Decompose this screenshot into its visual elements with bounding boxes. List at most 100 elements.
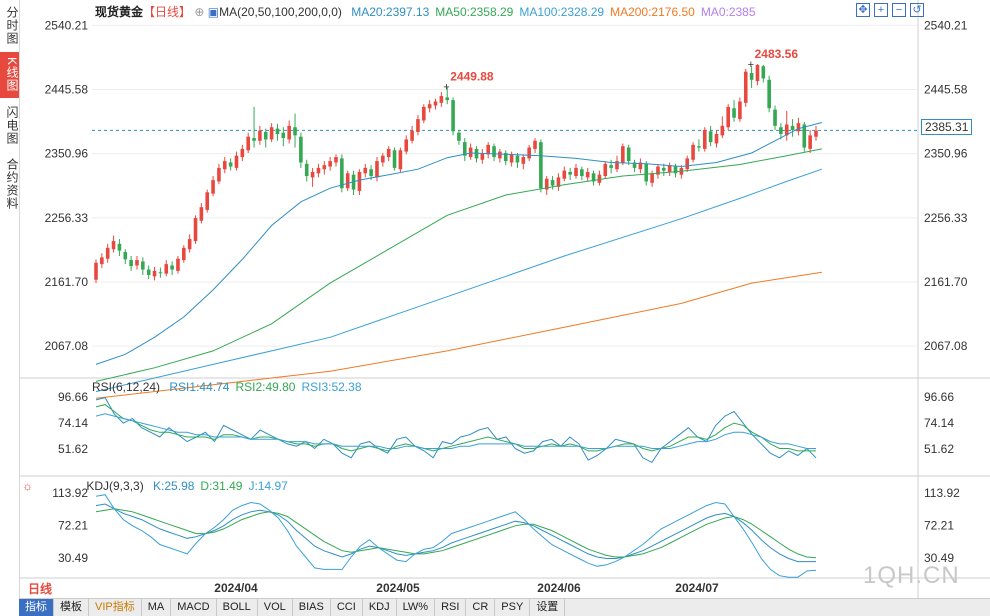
candle-body: [129, 260, 133, 267]
candle-body: [340, 158, 344, 189]
period-label[interactable]: 日线: [28, 582, 53, 596]
rsi3-line: [95, 413, 816, 449]
candle-body: [410, 130, 414, 141]
pane-tick-right: 113.92: [924, 486, 960, 500]
candle-body: [105, 247, 110, 259]
candle-body: [632, 162, 637, 168]
candle-body: [580, 169, 584, 177]
pane-tick-right: 72.21: [924, 519, 954, 533]
tab-contract-info[interactable]: 合约资料: [5, 158, 19, 210]
indicator-tab[interactable]: RSI: [435, 599, 467, 616]
indicator-tab[interactable]: 指标: [19, 599, 54, 616]
candle-body: [662, 167, 666, 171]
candle-body: [269, 127, 274, 140]
candle-body: [486, 144, 490, 155]
indicator-tab[interactable]: BIAS: [293, 599, 331, 616]
indicator-tab[interactable]: 设置: [530, 599, 566, 616]
candle-body: [211, 180, 215, 194]
candle-body: [568, 171, 572, 175]
watermark: 1QH.CN: [863, 562, 960, 589]
candle-body: [299, 136, 303, 163]
zoom-out-icon[interactable]: −: [892, 3, 906, 17]
tab-flash[interactable]: 闪电图: [5, 105, 19, 145]
candle-body: [111, 241, 116, 250]
indicator-tab[interactable]: VOL: [258, 599, 293, 616]
candle-body: [422, 106, 426, 121]
candle-body: [544, 178, 549, 190]
tab-kline[interactable]: K线图: [0, 52, 19, 98]
candle-body: [363, 167, 368, 174]
kdj-settings-icon[interactable]: ☼: [22, 479, 33, 493]
candle-body: [603, 163, 608, 177]
tab-timeshare[interactable]: 分时图: [5, 5, 19, 45]
expand-icon[interactable]: ✥: [856, 3, 870, 17]
ma-icon[interactable]: ▣: [207, 5, 220, 19]
candle-body: [621, 146, 625, 163]
candle-body: [404, 139, 409, 152]
candle-body: [176, 258, 180, 271]
price-tick-right: 2540.21: [924, 18, 968, 32]
pane-tick-right: 96.66: [924, 390, 954, 404]
k-line: [95, 503, 816, 563]
pane-tick-left: 113.92: [52, 486, 88, 500]
price-tick-left: 2256.33: [45, 211, 89, 225]
candle-body: [533, 140, 537, 149]
price-tick-left: 2540.21: [45, 18, 89, 32]
candle-body: [117, 243, 122, 251]
ma-prefix: MA(20,50,100,200,0,0): [219, 5, 342, 19]
candle-body: [158, 272, 163, 274]
candle-body: [322, 165, 327, 170]
indicator-tab[interactable]: KDJ: [363, 599, 397, 616]
high-label: 2483.56: [755, 47, 799, 61]
candle-body: [398, 150, 403, 170]
indicator-tab[interactable]: LW%: [397, 599, 436, 616]
indicator-tab[interactable]: PSY: [495, 599, 531, 616]
candle-body: [275, 128, 280, 134]
high-marker: +: [748, 59, 754, 71]
candle-body: [217, 167, 221, 182]
legend-item: RSI2:49.80: [235, 380, 296, 394]
candle-body: [667, 165, 672, 172]
current-price-label: 2385.31: [921, 119, 973, 135]
candle-body: [164, 264, 169, 274]
candle-body: [480, 152, 485, 160]
candle-body: [720, 125, 725, 136]
price-tick-right: 2161.70: [924, 275, 968, 289]
indicator-tab[interactable]: CCI: [331, 599, 363, 616]
ma-lines: +2449.88+2483.56: [95, 47, 823, 399]
candle-body: [182, 247, 186, 261]
indicator-tab[interactable]: CR: [466, 599, 496, 616]
pane-tick-left: 96.66: [58, 390, 88, 404]
date-label: 2024/06: [537, 581, 581, 595]
indicator-tab[interactable]: 模板: [54, 599, 89, 616]
indicator-tab[interactable]: MA: [142, 599, 172, 616]
candle-body: [790, 125, 795, 130]
pane-tick-left: 74.14: [58, 416, 88, 430]
candle-body: [796, 123, 801, 132]
kdj-title: KDJ(9,3,3): [86, 479, 144, 493]
candle-body: [615, 161, 619, 170]
candle-body: [234, 155, 239, 168]
candle-body: [802, 124, 807, 148]
indicator-tab[interactable]: VIP指标: [89, 599, 142, 616]
candle-body: [170, 265, 174, 270]
candle-body: [708, 131, 713, 143]
candle-body: [228, 162, 233, 167]
candle-body: [743, 71, 748, 103]
pane-tick-right: 51.62: [924, 442, 954, 456]
settings-icon[interactable]: ⊕: [194, 5, 205, 19]
candle-body: [445, 97, 450, 101]
indicator-tab[interactable]: MACD: [171, 599, 217, 616]
candle-body: [457, 132, 461, 141]
indicator-tab[interactable]: BOLL: [217, 599, 258, 616]
candle-body: [726, 106, 730, 128]
candle-body: [240, 148, 245, 158]
ma50-line: [95, 148, 822, 382]
zoom-in-icon[interactable]: +: [874, 3, 888, 17]
rsi-header: RSI(6,12,24) RSI1:44.74 RSI2:49.80 RSI3:52…: [92, 380, 362, 394]
reset-icon[interactable]: ↺: [910, 3, 924, 17]
d-line: [95, 508, 817, 559]
legend-item: MA50:2358.29: [435, 5, 514, 19]
candle-body: [293, 127, 297, 136]
